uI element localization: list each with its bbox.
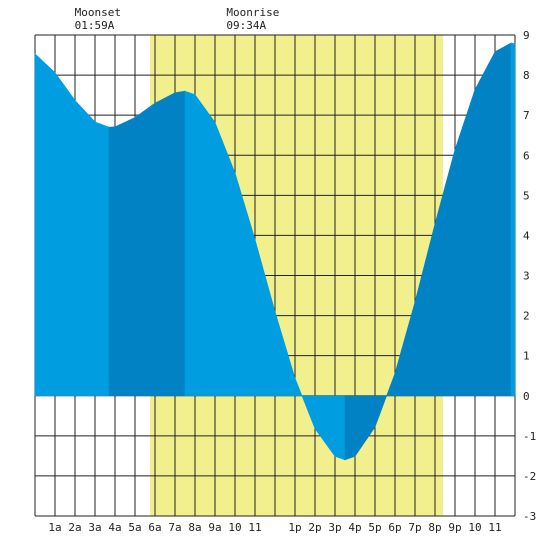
x-tick-label: 3a xyxy=(88,521,101,534)
x-tick-label: 3p xyxy=(328,521,341,534)
x-tick-label: 4a xyxy=(108,521,121,534)
tide-area xyxy=(54,71,76,397)
x-tick-label: 9a xyxy=(208,521,221,534)
y-tick-label: -2 xyxy=(523,470,536,483)
tide-area xyxy=(108,126,116,397)
x-tick-label: 5a xyxy=(128,521,141,534)
tide-area xyxy=(454,89,476,397)
x-tick-label: 1a xyxy=(48,521,61,534)
y-tick-label: 5 xyxy=(523,189,530,202)
moon-event-label: Moonrise xyxy=(226,6,279,19)
tide-area xyxy=(494,42,512,397)
tide-area xyxy=(474,51,496,397)
y-tick-label: 9 xyxy=(523,29,530,42)
tide-area xyxy=(334,395,346,461)
y-tick-label: 7 xyxy=(523,109,530,122)
moon-event-label: Moonset xyxy=(75,6,121,19)
x-tick-label: 10 xyxy=(468,521,481,534)
tide-area xyxy=(154,92,176,397)
tide-area xyxy=(194,93,216,397)
x-tick-label: 4p xyxy=(348,521,361,534)
x-tick-label: 9p xyxy=(448,521,461,534)
x-tick-label: 5p xyxy=(368,521,381,534)
y-tick-label: -3 xyxy=(523,510,536,523)
tide-area xyxy=(174,90,186,397)
x-tick-label: 10 xyxy=(228,521,241,534)
x-tick-label: 6a xyxy=(148,521,161,534)
moon-event-time: 09:34A xyxy=(226,19,266,32)
x-tick-label: 6p xyxy=(388,521,401,534)
x-tick-label: 11 xyxy=(248,521,261,534)
x-tick-label: 2a xyxy=(68,521,81,534)
tide-area xyxy=(510,42,516,397)
tide-area xyxy=(344,395,356,461)
tide-area xyxy=(74,99,96,397)
y-tick-label: 4 xyxy=(523,229,530,242)
x-tick-label: 8p xyxy=(428,521,441,534)
tide-area xyxy=(34,53,56,397)
x-tick-label: 8a xyxy=(188,521,201,534)
x-tick-label: 1p xyxy=(288,521,301,534)
y-tick-label: -1 xyxy=(523,430,536,443)
y-tick-label: 3 xyxy=(523,270,530,283)
tide-area xyxy=(114,117,136,397)
tide-area xyxy=(184,90,196,397)
y-tick-label: 1 xyxy=(523,350,530,363)
x-tick-label: 7p xyxy=(408,521,421,534)
x-tick-label: 2p xyxy=(308,521,321,534)
y-tick-label: 8 xyxy=(523,69,530,82)
y-tick-label: 2 xyxy=(523,310,530,323)
x-tick-label: 7a xyxy=(168,521,181,534)
y-tick-label: 6 xyxy=(523,149,530,162)
tide-area xyxy=(134,102,156,397)
x-tick-label: 11 xyxy=(488,521,501,534)
moon-event-time: 01:59A xyxy=(75,19,115,32)
tide-area xyxy=(94,121,110,397)
y-tick-label: 0 xyxy=(523,390,530,403)
